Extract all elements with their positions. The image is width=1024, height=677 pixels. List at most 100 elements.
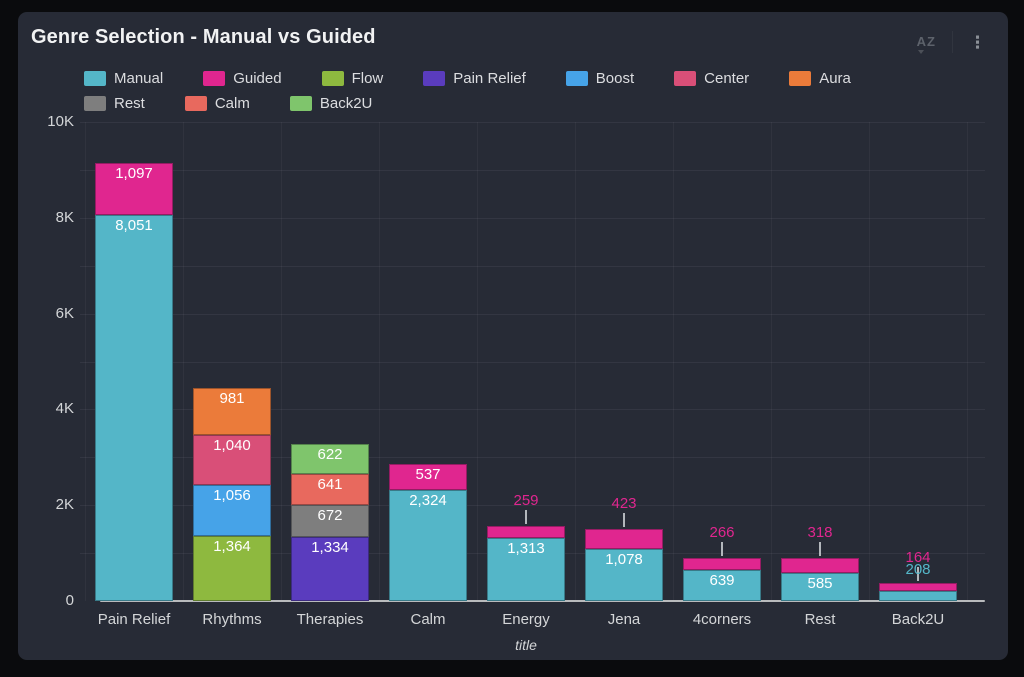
legend-item-calm[interactable]: Calm xyxy=(184,95,250,112)
legend-item-back2u[interactable]: Back2U xyxy=(289,95,373,112)
value-label: 1,056 xyxy=(213,487,251,505)
y-axis-tick-label: 8K xyxy=(55,208,74,226)
panel-menu-icon[interactable]: ⋮ xyxy=(969,32,986,52)
grid-line-horizontal xyxy=(80,122,985,123)
x-axis-tick-label: 4corners xyxy=(692,611,752,628)
x-axis-tick-label: Energy xyxy=(502,611,550,628)
legend-color-swatch xyxy=(203,71,226,86)
y-axis-tick-label: 2K xyxy=(55,496,74,514)
legend-item-guided[interactable]: Guided xyxy=(203,70,282,87)
value-label: 622 xyxy=(317,446,343,464)
legend-item-aura[interactable]: Aura xyxy=(789,70,851,87)
value-label: 318 xyxy=(807,523,833,541)
grid-line-horizontal xyxy=(80,505,985,507)
bar-segment-manual[interactable] xyxy=(683,570,761,601)
bar-segment-guided[interactable] xyxy=(585,529,663,550)
x-axis-line xyxy=(100,600,985,602)
chevron-down-icon xyxy=(917,50,924,54)
value-label: 1,078 xyxy=(605,551,643,569)
x-axis-tick-label: Therapies xyxy=(296,611,364,628)
legend-color-swatch xyxy=(423,71,446,86)
grid-line-horizontal xyxy=(80,361,985,363)
value-label: 266 xyxy=(709,523,735,541)
grid-line-vertical xyxy=(85,122,86,601)
bar-segment-center[interactable] xyxy=(193,435,271,486)
grid-line-horizontal xyxy=(80,409,985,411)
sort-az-icon[interactable]: AZ xyxy=(916,34,936,54)
value-label: 1,097 xyxy=(115,164,153,182)
grid-line-horizontal xyxy=(80,217,985,219)
value-label-connector xyxy=(819,541,821,556)
legend-item-center[interactable]: Center xyxy=(674,70,749,87)
value-label-connector xyxy=(917,567,919,582)
bar-segment-guided[interactable] xyxy=(389,463,467,490)
x-axis-tick-label: Calm xyxy=(410,611,446,628)
plot-area: title 0 2K 4K 6K 8K 10K 8,051 1,097 Pain Relief 1… xyxy=(18,12,1008,660)
sort-az-label: AZ xyxy=(916,34,936,49)
bar-segment-guided[interactable] xyxy=(879,583,957,592)
y-axis-tick-label: 6K xyxy=(55,304,74,322)
bar-segment-manual[interactable] xyxy=(95,215,173,601)
bar-segment-guided[interactable] xyxy=(683,557,761,571)
bar-segment-back2u[interactable] xyxy=(291,444,369,475)
legend-item-label: Boost xyxy=(595,70,635,87)
bar-segment-pain-relief[interactable] xyxy=(291,537,369,601)
bar-segment-aura[interactable] xyxy=(193,388,271,436)
grid-line-vertical xyxy=(771,122,772,601)
x-axis-tick-label: Jena xyxy=(607,611,641,628)
value-label-connector xyxy=(525,509,527,524)
header-divider xyxy=(952,31,953,53)
y-axis-tick-label: 4K xyxy=(55,400,74,418)
bar-segment-flow[interactable] xyxy=(193,535,271,601)
legend-item-flow[interactable]: Flow xyxy=(321,70,383,87)
value-label: 1,313 xyxy=(507,540,545,558)
bar-segment-manual[interactable] xyxy=(879,591,957,601)
bar-segment-calm[interactable] xyxy=(291,474,369,505)
legend-color-swatch xyxy=(321,71,344,86)
legend-item-boost[interactable]: Boost xyxy=(565,70,635,87)
bar-segment-guided[interactable] xyxy=(95,162,173,216)
x-axis-tick-label: Pain Relief xyxy=(97,611,171,628)
bar-segment-guided[interactable] xyxy=(487,525,565,539)
legend-item-label: Aura xyxy=(819,70,851,87)
page-title: Genre Selection - Manual vs Guided xyxy=(31,26,376,48)
legend-item-rest[interactable]: Rest xyxy=(84,95,145,112)
bar-segment-guided[interactable] xyxy=(781,557,859,573)
legend-item-label: Back2U xyxy=(319,95,373,112)
legend-color-swatch xyxy=(789,71,812,86)
legend-item-manual[interactable]: Manual xyxy=(84,70,163,87)
legend-color-swatch xyxy=(84,96,106,111)
legend-item-pain-relief[interactable]: Pain Relief xyxy=(423,70,526,87)
value-label: 1,040 xyxy=(213,437,251,455)
bar-segment-manual[interactable] xyxy=(585,549,663,601)
value-label: 423 xyxy=(611,495,637,513)
legend-item-label: Pain Relief xyxy=(453,70,526,87)
value-label: 639 xyxy=(709,572,735,590)
grid-line-horizontal xyxy=(80,265,985,267)
value-label: 641 xyxy=(317,476,343,494)
legend-color-swatch xyxy=(84,71,106,86)
bar-segment-manual[interactable] xyxy=(487,538,565,601)
bar-segment-manual[interactable] xyxy=(781,572,859,601)
bar-segment-boost[interactable] xyxy=(193,485,271,536)
grid-line-vertical xyxy=(673,122,674,601)
grid-line-vertical xyxy=(575,122,576,601)
legend-row: Rest Calm Back2U xyxy=(84,95,851,112)
grid-line-horizontal xyxy=(80,169,985,171)
value-label: 1,364 xyxy=(213,537,251,555)
legend-item-label: Rest xyxy=(114,95,145,112)
x-axis-tick-label: Rest xyxy=(804,611,836,628)
chart-panel: Genre Selection - Manual vs Guided AZ ⋮ … xyxy=(18,12,1008,660)
grid-line-vertical xyxy=(379,122,380,601)
value-label: 8,051 xyxy=(115,217,153,235)
value-label-connector xyxy=(721,541,723,556)
x-axis-title: title xyxy=(515,637,537,653)
legend: Manual Guided Flow Pain Relief Boost Center Au… xyxy=(84,70,851,120)
bar-segment-rest[interactable] xyxy=(291,504,369,538)
value-label: 537 xyxy=(415,465,441,483)
grid-line-vertical xyxy=(869,122,870,601)
value-label: 208 xyxy=(905,561,931,579)
value-label: 672 xyxy=(317,506,343,524)
bar-segment-manual[interactable] xyxy=(389,489,467,601)
legend-item-label: Calm xyxy=(214,95,250,112)
